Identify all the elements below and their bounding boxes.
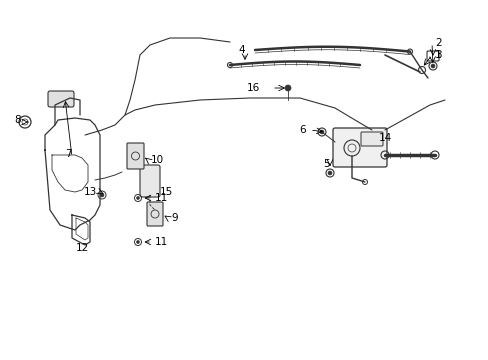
Text: 9: 9 bbox=[171, 213, 177, 223]
FancyBboxPatch shape bbox=[140, 165, 160, 197]
Text: 6: 6 bbox=[299, 125, 305, 135]
Text: 1: 1 bbox=[434, 50, 441, 60]
Circle shape bbox=[285, 85, 290, 91]
Text: 4: 4 bbox=[238, 45, 245, 55]
Text: 3: 3 bbox=[434, 50, 441, 60]
Text: 11: 11 bbox=[155, 237, 168, 247]
Circle shape bbox=[430, 64, 434, 68]
Circle shape bbox=[327, 171, 331, 175]
Text: 14: 14 bbox=[378, 133, 391, 143]
Text: 11: 11 bbox=[155, 193, 168, 203]
Circle shape bbox=[136, 240, 139, 243]
FancyBboxPatch shape bbox=[426, 51, 438, 61]
Text: 15: 15 bbox=[160, 187, 173, 197]
Circle shape bbox=[319, 130, 324, 134]
FancyBboxPatch shape bbox=[147, 202, 163, 226]
Text: 16: 16 bbox=[246, 83, 260, 93]
Circle shape bbox=[100, 193, 104, 197]
FancyBboxPatch shape bbox=[360, 132, 382, 146]
Text: 12: 12 bbox=[75, 243, 88, 253]
Circle shape bbox=[136, 197, 139, 199]
FancyBboxPatch shape bbox=[127, 143, 143, 169]
Text: 2: 2 bbox=[434, 38, 441, 48]
Text: 7: 7 bbox=[64, 149, 71, 159]
Text: 13: 13 bbox=[83, 187, 97, 197]
Text: 10: 10 bbox=[151, 155, 164, 165]
FancyBboxPatch shape bbox=[332, 128, 386, 167]
Text: 5: 5 bbox=[323, 159, 329, 169]
FancyBboxPatch shape bbox=[48, 91, 74, 107]
Text: 8: 8 bbox=[15, 115, 21, 125]
